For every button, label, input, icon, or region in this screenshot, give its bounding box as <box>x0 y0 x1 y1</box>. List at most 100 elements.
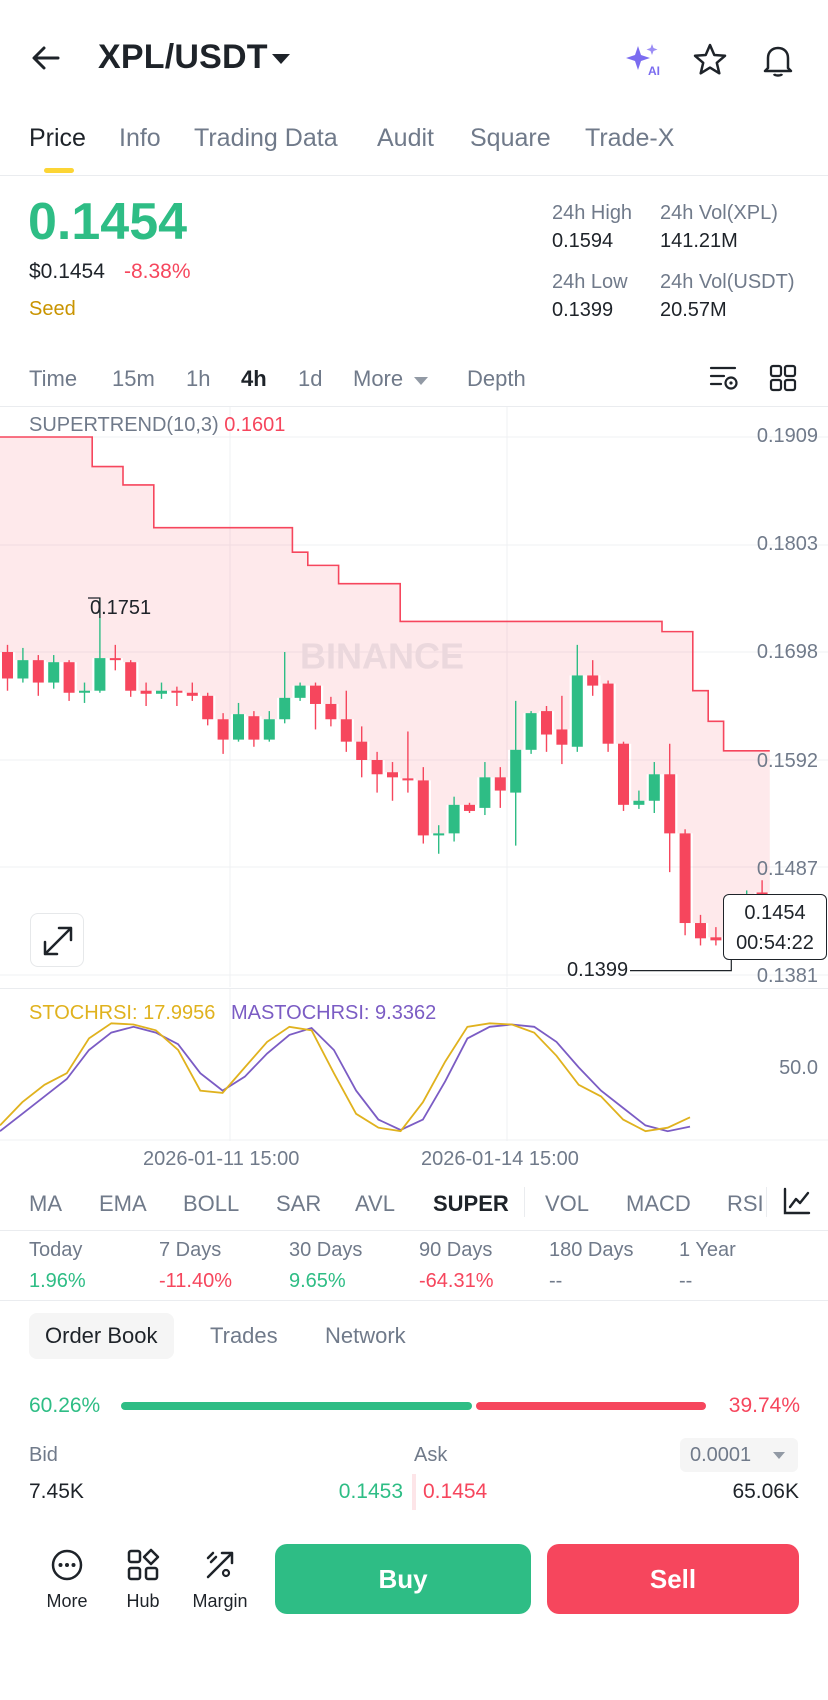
mastochrsi-line <box>0 1023 691 1133</box>
candle-body <box>2 651 13 679</box>
ask-ratio-fill <box>475 1402 706 1410</box>
tab-order-book[interactable]: Order Book <box>29 1313 174 1359</box>
sell-button[interactable]: Sell <box>547 1544 799 1614</box>
candle-body <box>17 660 29 679</box>
ind-ema[interactable]: EMA <box>99 1191 147 1216</box>
tf-time[interactable]: Time <box>29 366 78 391</box>
ask-price[interactable]: 0.1454 <box>423 1480 488 1503</box>
24h-vol-base-label: 24h Vol(XPL) <box>660 202 778 224</box>
tab-trade-x[interactable]: Trade-X <box>585 124 675 152</box>
y-tick: 0.1381 <box>756 965 818 987</box>
tab-price[interactable]: Price <box>29 124 86 152</box>
perf-value: -- <box>679 1270 693 1292</box>
tab-square[interactable]: Square <box>470 124 551 152</box>
candle-body <box>356 741 368 761</box>
candle-body <box>587 675 599 686</box>
precision-select[interactable]: 0.0001 <box>680 1438 798 1472</box>
chevron-down-icon[interactable] <box>270 52 292 71</box>
candlestick-chart[interactable]: BINANCE <box>0 407 828 987</box>
low-marker-label: 0.1399 <box>567 959 629 981</box>
tf-depth[interactable]: Depth <box>467 366 526 391</box>
ind-macd[interactable]: MACD <box>626 1191 691 1216</box>
candle-body <box>541 711 552 735</box>
supertrend-band <box>0 437 770 942</box>
candle-body <box>510 749 522 793</box>
mastochrsi-label: MASTOCHRSI: 9.3362 <box>230 1002 437 1024</box>
bell-icon[interactable] <box>760 42 796 83</box>
candle-body <box>310 685 321 704</box>
24h-high-label: 24h High <box>552 202 633 224</box>
tab-trades[interactable]: Trades <box>210 1323 278 1348</box>
tf-15m[interactable]: 15m <box>112 366 155 391</box>
precision-value: 0.0001 <box>690 1444 752 1466</box>
candle-body <box>186 692 198 696</box>
perf-value: -- <box>549 1270 563 1292</box>
y-tick: 0.1592 <box>756 750 818 772</box>
ind-ma[interactable]: MA <box>29 1191 62 1216</box>
tab-network[interactable]: Network <box>325 1323 406 1348</box>
ask-percentage: 39.74% <box>728 1394 800 1417</box>
divider <box>0 1300 828 1301</box>
candle-body <box>340 719 352 742</box>
candle-body <box>695 923 706 939</box>
perf-label: 90 Days <box>419 1239 493 1261</box>
candle-body <box>32 660 44 683</box>
candle-body <box>248 716 260 740</box>
candle-body <box>618 743 629 805</box>
ind-sar[interactable]: SAR <box>276 1191 322 1216</box>
bid-quantity[interactable]: 7.45K <box>29 1480 84 1503</box>
tf-1h[interactable]: 1h <box>186 366 211 391</box>
tab-audit[interactable]: Audit <box>377 124 434 152</box>
candle-body <box>494 777 506 791</box>
ind-rsi[interactable]: RSI <box>727 1191 764 1216</box>
divider <box>0 988 828 989</box>
buy-button[interactable]: Buy <box>275 1544 531 1614</box>
stochrsi-label: STOCHRSI: 17.9956 <box>29 1002 216 1024</box>
grid-layout-icon[interactable] <box>768 364 798 397</box>
ind-avl[interactable]: AVL <box>355 1191 395 1216</box>
hub-button[interactable]: Hub <box>108 1548 178 1612</box>
candle-body <box>433 833 445 836</box>
back-arrow-icon[interactable] <box>30 42 62 74</box>
ask-quantity[interactable]: 65.06K <box>732 1480 799 1503</box>
ai-sparkle-icon[interactable]: AI <box>624 42 664 83</box>
ind-boll[interactable]: BOLL <box>183 1191 240 1216</box>
bid-price[interactable]: 0.1453 <box>338 1480 403 1503</box>
candle-body <box>325 703 337 720</box>
chart-type-icon[interactable] <box>782 1186 812 1221</box>
chart-settings-icon[interactable] <box>708 364 740 397</box>
expand-icon <box>43 926 73 956</box>
pair-title[interactable]: XPL/USDT <box>98 38 268 76</box>
more-button[interactable]: More <box>32 1548 102 1612</box>
margin-button[interactable]: Margin <box>185 1548 255 1612</box>
24h-vol-quote-label: 24h Vol(USDT) <box>660 271 795 293</box>
candle-body <box>679 833 691 924</box>
tab-info[interactable]: Info <box>119 124 161 152</box>
tf-1d[interactable]: 1d <box>298 366 323 391</box>
divider <box>524 1187 525 1217</box>
candle-body <box>140 690 152 694</box>
tab-trading-data[interactable]: Trading Data <box>194 124 338 152</box>
seed-tag[interactable]: Seed <box>29 298 76 320</box>
bid-percentage: 60.26% <box>29 1394 101 1417</box>
candle-body <box>263 719 275 740</box>
tf-4h[interactable]: 4h <box>241 366 267 391</box>
divider <box>766 1187 767 1217</box>
ind-vol[interactable]: VOL <box>545 1191 590 1216</box>
caret-down-icon[interactable] <box>413 373 429 391</box>
perf-label: 30 Days <box>289 1239 363 1261</box>
stochrsi-line <box>0 1022 691 1133</box>
y-tick: 0.1909 <box>756 425 818 447</box>
ind-super[interactable]: SUPER <box>433 1191 509 1216</box>
tf-more[interactable]: More <box>353 366 404 391</box>
active-tab-indicator <box>44 168 74 173</box>
candle-body <box>387 772 398 778</box>
divider <box>0 406 828 407</box>
svg-text:AI: AI <box>648 64 660 78</box>
supertrend-line <box>0 436 770 752</box>
y-tick: 0.1698 <box>756 641 818 663</box>
y-tick: 0.1487 <box>756 858 818 880</box>
star-icon[interactable] <box>692 42 728 83</box>
expand-chart-button[interactable] <box>30 913 84 967</box>
candle-body <box>556 729 568 745</box>
